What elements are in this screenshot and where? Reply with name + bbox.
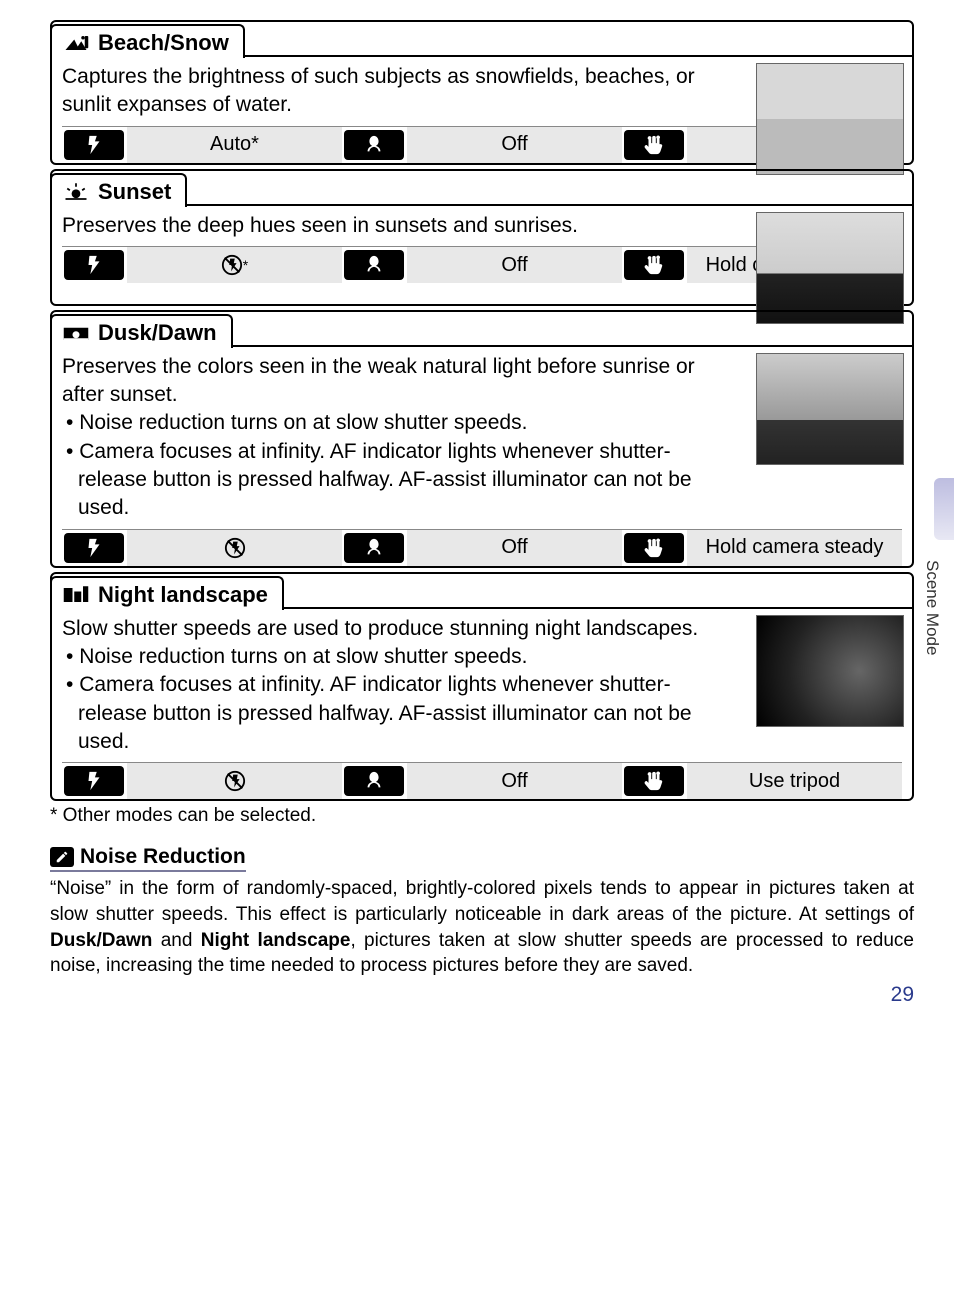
- noise-reduction-note: Noise Reduction “Noise” in the form of r…: [50, 845, 914, 979]
- note-title: Noise Reduction: [80, 845, 246, 869]
- scene-title: Night landscape: [98, 582, 268, 608]
- scene-description: Slow shutter speeds are used to produce …: [62, 615, 702, 757]
- scene-bullet: Camera focuses at infinity. AF indicator…: [74, 438, 702, 523]
- side-tab: [934, 478, 954, 540]
- note-body: “Noise” in the form of randomly-spaced, …: [50, 876, 914, 979]
- footnote: * Other modes can be selected.: [50, 805, 914, 827]
- scene-bullet: Camera focuses at infinity. AF indicator…: [74, 671, 702, 756]
- hand-icon: [624, 533, 684, 563]
- macro-icon: [344, 130, 404, 160]
- flash-value: *: [126, 247, 342, 283]
- macro-value: Off: [406, 763, 622, 799]
- macro-value: Off: [406, 247, 622, 283]
- macro-value: Off: [406, 127, 622, 163]
- scene-tab: Sunset: [50, 173, 187, 207]
- macro-icon: [344, 533, 404, 563]
- macro-value: Off: [406, 530, 622, 566]
- pencil-icon: [50, 847, 74, 867]
- settings-row: Off Hold camera steady: [62, 529, 902, 566]
- hand-icon: [624, 766, 684, 796]
- scene-description: Captures the brightness of such subjects…: [62, 63, 702, 120]
- sunset-icon: [62, 181, 90, 203]
- scene-thumbnail: [756, 63, 904, 175]
- dusk-dawn-icon: [62, 322, 90, 344]
- page-number: 29: [891, 983, 914, 1007]
- settings-row: Off Use tripod: [62, 762, 902, 799]
- flash-value: Auto*: [126, 127, 342, 163]
- scene-title: Dusk/Dawn: [98, 320, 217, 346]
- night-landscape-icon: [62, 584, 90, 606]
- scene-bullet: Noise reduction turns on at slow shutter…: [74, 643, 702, 671]
- flash-icon: [64, 766, 124, 796]
- scene-box: Beach/Snow Captures the brightness of su…: [50, 20, 914, 165]
- scene-box: Night landscape Slow shutter speeds are …: [50, 572, 914, 802]
- scene-title: Sunset: [98, 179, 171, 205]
- scene-box: Dusk/Dawn Preserves the colors seen in t…: [50, 310, 914, 568]
- scene-title: Beach/Snow: [98, 30, 229, 56]
- vr-value: Hold camera steady: [686, 530, 902, 566]
- side-label: Scene Mode: [922, 560, 942, 655]
- scene-bullet: Noise reduction turns on at slow shutter…: [74, 409, 702, 437]
- flash-icon: [64, 250, 124, 280]
- scene-thumbnail: [756, 353, 904, 465]
- scene-tab: Night landscape: [50, 576, 284, 610]
- scene-box: Sunset Preserves the deep hues seen in s…: [50, 169, 914, 306]
- hand-icon: [624, 250, 684, 280]
- scene-tab: Beach/Snow: [50, 24, 245, 58]
- macro-icon: [344, 250, 404, 280]
- hand-icon: [624, 130, 684, 160]
- scene-description: Preserves the deep hues seen in sunsets …: [62, 212, 702, 240]
- flash-value: [126, 530, 342, 566]
- vr-value: Use tripod: [686, 763, 902, 799]
- scene-tab: Dusk/Dawn: [50, 314, 233, 348]
- flash-value: [126, 763, 342, 799]
- scene-thumbnail: [756, 615, 904, 727]
- flash-icon: [64, 533, 124, 563]
- scene-description: Preserves the colors seen in the weak na…: [62, 353, 702, 523]
- beach-snow-icon: [62, 32, 90, 54]
- flash-icon: [64, 130, 124, 160]
- scene-thumbnail: [756, 212, 904, 324]
- macro-icon: [344, 766, 404, 796]
